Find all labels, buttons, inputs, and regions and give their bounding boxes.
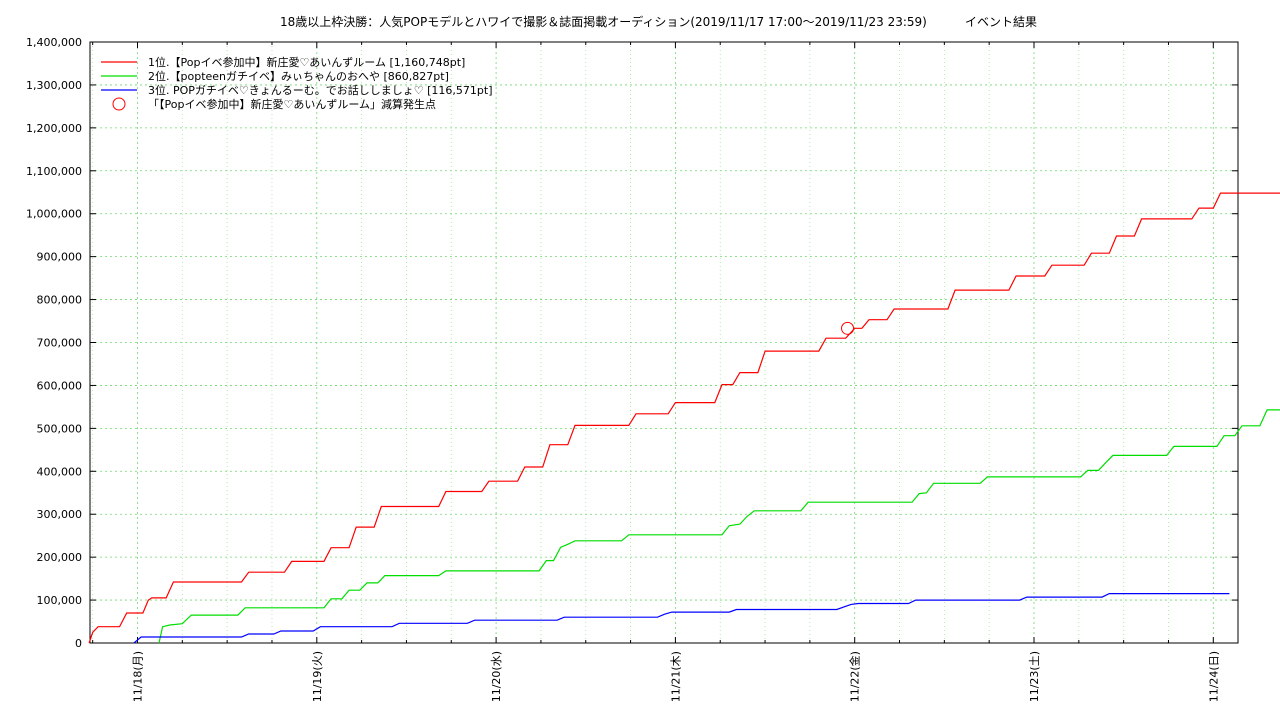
y-tick-label: 900,000 bbox=[37, 251, 83, 264]
y-tick-label: 1,200,000 bbox=[26, 122, 82, 135]
x-tick-label: 11/22(金) bbox=[848, 651, 862, 702]
y-tick-label: 100,000 bbox=[37, 594, 83, 607]
series-line bbox=[88, 192, 1280, 644]
legend: 1位.【Popイベ参加中】新庄愛♡あいんずルーム [1,160,748pt]2位… bbox=[101, 55, 493, 111]
y-tick-label: 300,000 bbox=[37, 508, 83, 521]
chart-title: 18歳以上枠決勝：人気POPモデルとハワイで撮影＆誌面掲載オーディション(201… bbox=[280, 15, 1037, 29]
series-line bbox=[133, 593, 1230, 644]
axes: 0 100,000 200,000 300,000 400,000 500,000 600,… bbox=[26, 36, 1239, 702]
y-tick-label: 1,300,000 bbox=[26, 79, 82, 92]
x-tick-label: 11/20(水) bbox=[490, 651, 503, 702]
legend-label: 「【Popイベ参加中】新庄愛♡あいんずルーム」減算発生点 bbox=[148, 97, 436, 111]
y-tick-label: 0 bbox=[75, 637, 82, 650]
y-tick-label: 600,000 bbox=[37, 379, 83, 392]
x-tick-label: 11/18(月) bbox=[132, 651, 145, 702]
x-tick-label: 11/21(木) bbox=[669, 651, 682, 702]
legend-label: 2位.【popteenガチイベ】みぃちゃんのおへや [860,827pt] bbox=[148, 69, 449, 83]
y-tick-label: 1,400,000 bbox=[26, 36, 82, 49]
y-tick-label: 800,000 bbox=[37, 294, 83, 307]
grid bbox=[90, 42, 1238, 643]
y-tick-label: 700,000 bbox=[37, 337, 83, 350]
x-tick-label: 11/24(日) bbox=[1207, 651, 1220, 702]
legend-marker-swatch bbox=[112, 97, 126, 111]
y-tick-label: 1,100,000 bbox=[26, 165, 82, 178]
legend-label: 3位. POPガチイベ♡きょんるーむ。でお話ししましょ♡ [116,571pt] bbox=[148, 83, 493, 97]
x-tick-label: 11/19(火) bbox=[311, 651, 324, 702]
legend-label: 1位.【Popイベ参加中】新庄愛♡あいんずルーム [1,160,748pt] bbox=[148, 55, 465, 69]
y-tick-label: 200,000 bbox=[37, 551, 83, 564]
y-tick-label: 500,000 bbox=[37, 422, 83, 435]
y-tick-label: 1,000,000 bbox=[26, 208, 82, 221]
event-marker bbox=[841, 321, 855, 335]
series-line bbox=[158, 409, 1280, 644]
x-tick-label: 11/23(土) bbox=[1028, 651, 1041, 702]
series-lines bbox=[88, 192, 1280, 644]
y-tick-label: 400,000 bbox=[37, 465, 83, 478]
